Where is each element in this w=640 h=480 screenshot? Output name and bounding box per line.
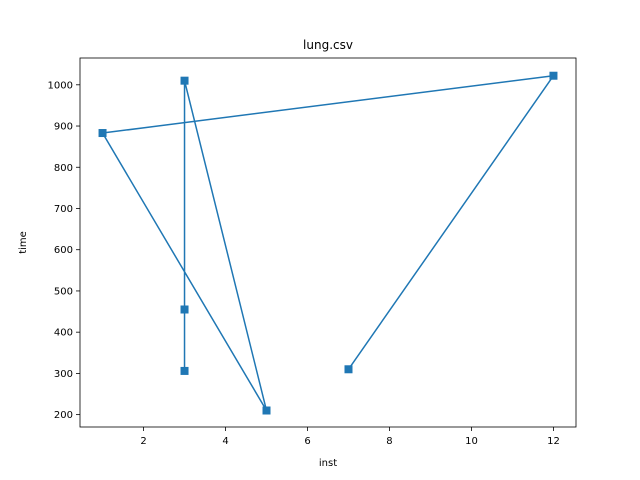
data-point-marker	[344, 365, 353, 374]
y-axis: 200 300 400 500 600 700 800 900 1000	[48, 80, 80, 421]
data-point-marker	[549, 71, 558, 80]
y-tick-label: 600	[54, 245, 73, 256]
data-point-marker	[180, 76, 189, 85]
data-point-marker	[262, 406, 271, 415]
data-point-marker	[180, 366, 189, 375]
y-tick-label: 300	[54, 369, 73, 380]
y-axis-label: time	[18, 231, 29, 254]
x-axis-label: inst	[319, 458, 337, 469]
y-tick-label: 800	[54, 163, 73, 174]
chart-title: lung.csv	[303, 38, 353, 52]
plot-area	[98, 71, 558, 415]
y-tick-label: 200	[54, 410, 73, 421]
x-tick-label: 6	[304, 436, 310, 447]
axes-frame	[79, 57, 577, 428]
data-point-marker	[180, 305, 189, 314]
data-point-marker	[98, 129, 107, 138]
x-tick-label: 8	[386, 436, 392, 447]
y-tick-label: 1000	[48, 80, 73, 91]
x-axis: 2 4 6 8 10 12	[140, 427, 560, 447]
x-tick-label: 4	[222, 436, 228, 447]
x-tick-label: 2	[140, 436, 146, 447]
y-tick-label: 500	[54, 286, 73, 297]
y-tick-label: 900	[54, 122, 73, 133]
x-tick-label: 10	[465, 436, 478, 447]
y-tick-label: 400	[54, 328, 73, 339]
x-tick-label: 12	[547, 436, 560, 447]
y-tick-label: 700	[54, 204, 73, 215]
